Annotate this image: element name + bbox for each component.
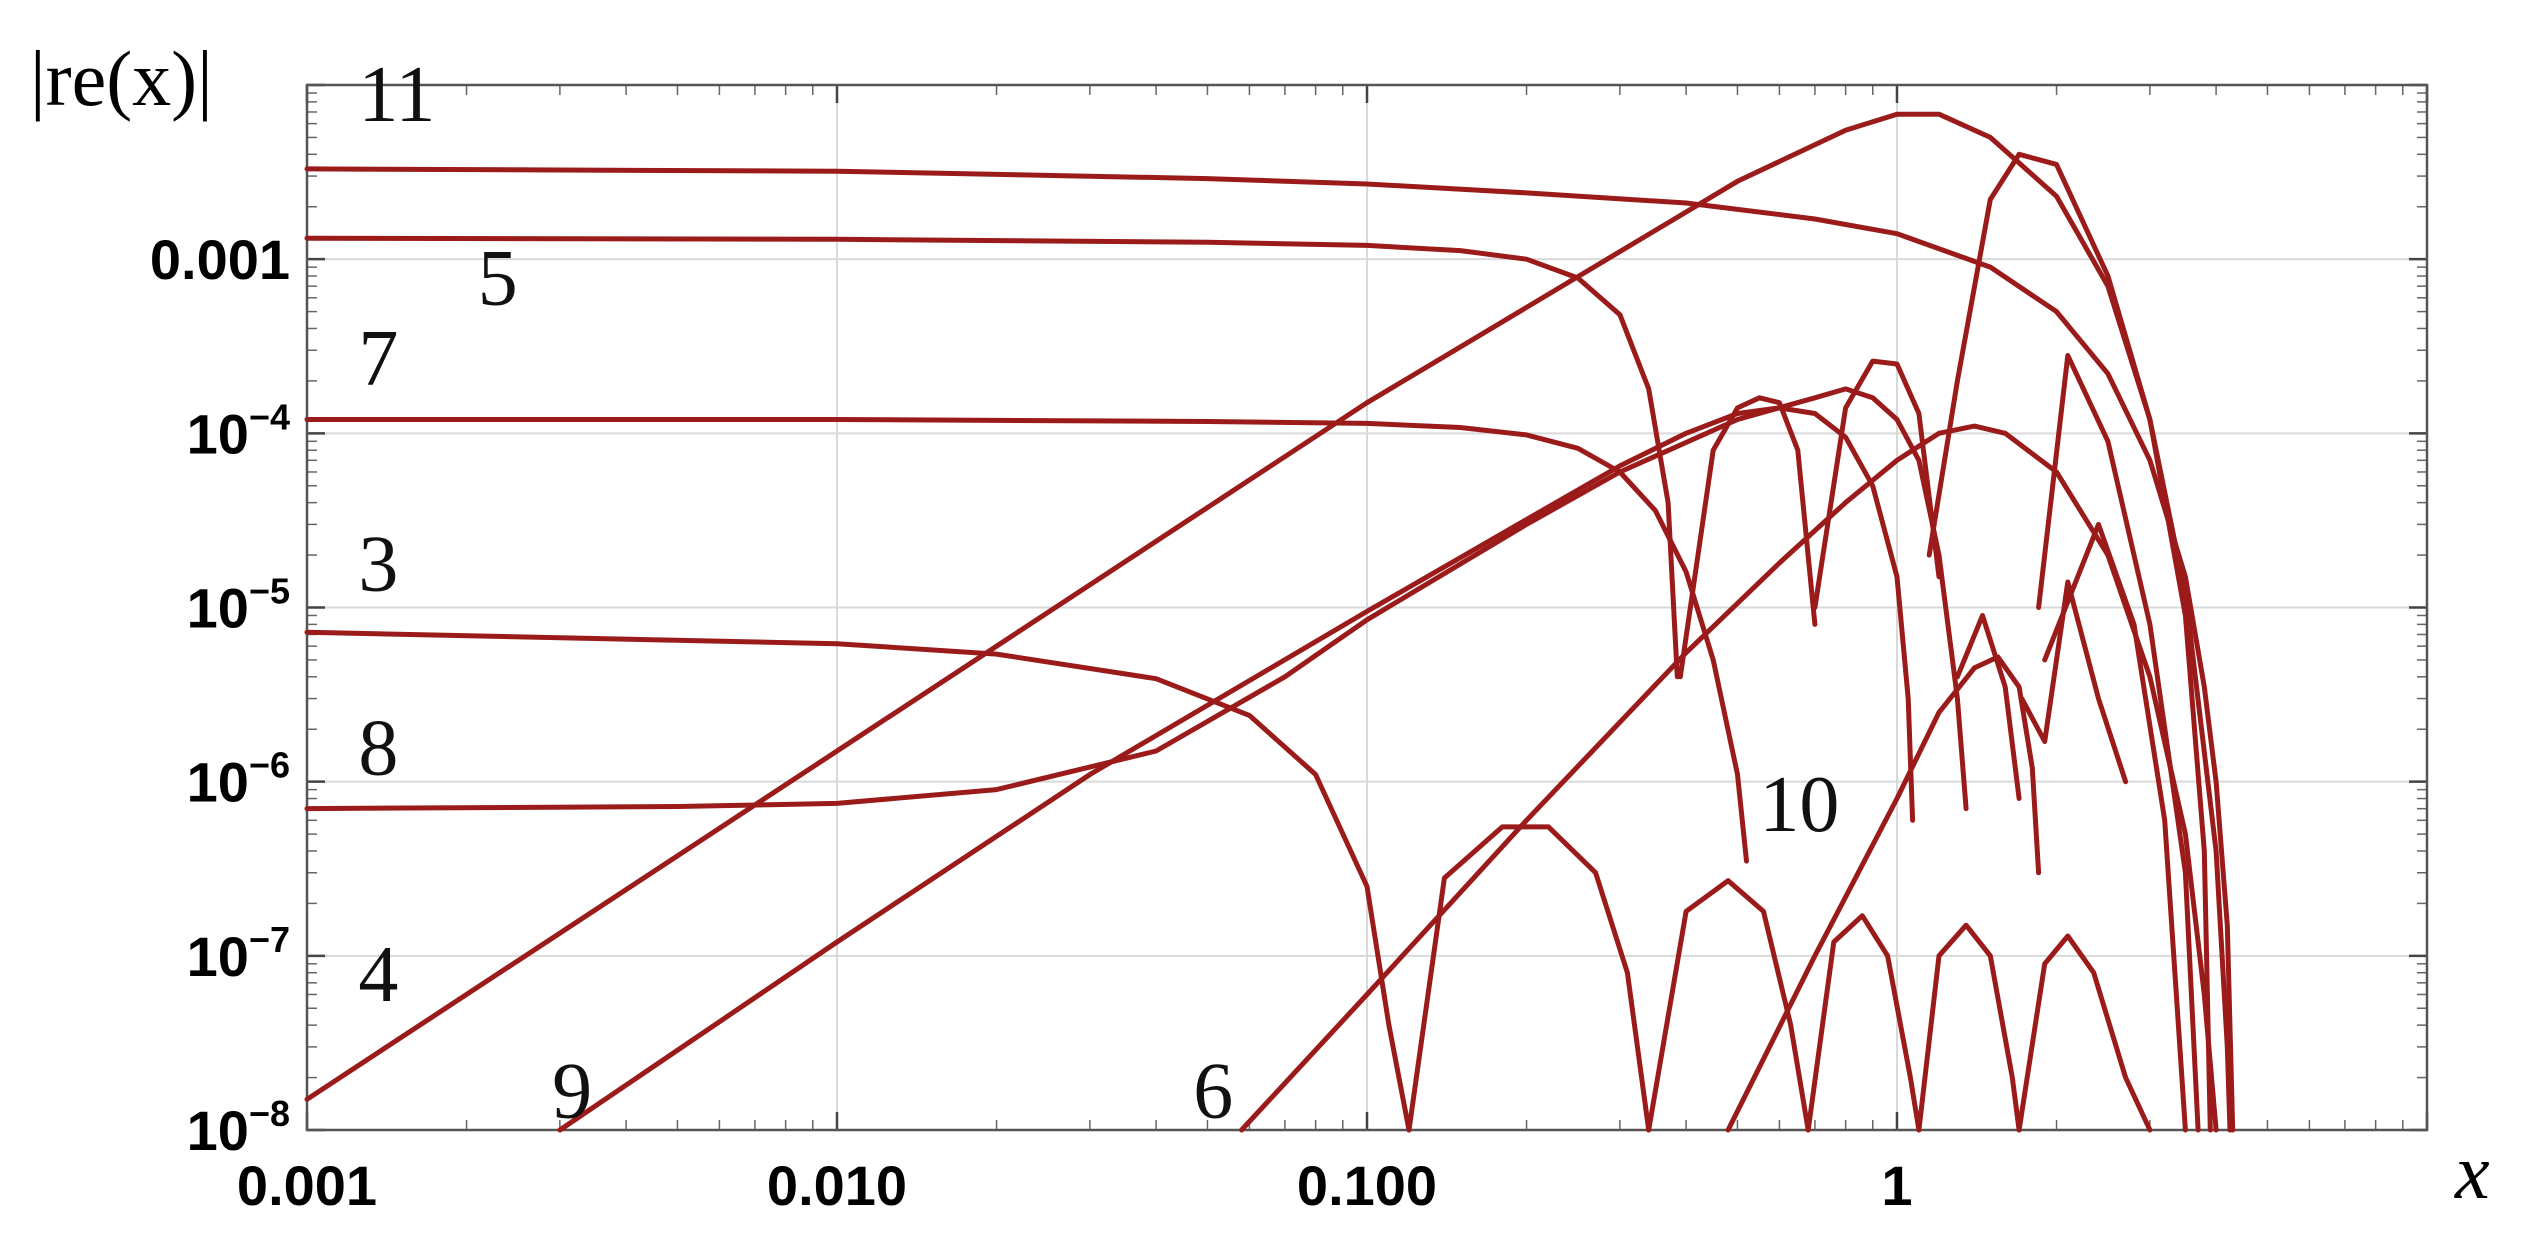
- x-tick-label: 1: [1881, 1154, 1912, 1217]
- curve-10: [1725, 654, 2042, 1133]
- y-tick-label: 10−7: [187, 919, 290, 988]
- x-tick-label: 0.001: [237, 1154, 377, 1217]
- curve-lobes-e: [2036, 353, 2201, 1133]
- curve-8: [304, 386, 1969, 812]
- grid-lines: [307, 85, 2427, 1130]
- curve-label-7: 7: [358, 315, 398, 403]
- curve-lobes-a: [1812, 358, 1942, 610]
- y-tick-base: 0.001: [150, 228, 290, 291]
- y-tick-exponent: −5: [249, 571, 290, 612]
- curve-lobes-f: [2042, 521, 2188, 1133]
- curve-lobes-c: [1954, 613, 2022, 801]
- curve-5: [304, 235, 1680, 680]
- curve-label-8: 8: [358, 704, 398, 792]
- curve-arches-4: [2016, 933, 2153, 1133]
- curve-9: [557, 405, 1916, 1133]
- y-tick-base: 10: [187, 1099, 249, 1162]
- x-axis-title: x: [2454, 1128, 2490, 1215]
- curve-arches-3: [1916, 922, 2022, 1133]
- curves: [304, 111, 2236, 1133]
- curve-lobes-d: [2019, 579, 2129, 785]
- y-tick-base: 10: [187, 925, 249, 988]
- curve-lobes-b: [1926, 151, 2213, 1133]
- curve-label-3: 3: [358, 521, 398, 609]
- curve-labels: 11 57 3 8 4 9 6 10: [358, 51, 1839, 1135]
- y-tick-exponent: −6: [249, 745, 290, 786]
- curve-3: [304, 629, 1412, 1133]
- y-tick-label: 0.001: [150, 228, 290, 291]
- y-tick-label: 10−5: [187, 571, 290, 640]
- x-tick-labels: 0.001 0.010 0.100 1: [237, 1154, 1913, 1217]
- curve-label-9: 9: [552, 1047, 592, 1135]
- curve-11: [304, 166, 2236, 1133]
- y-tick-exponent: −8: [249, 1093, 290, 1134]
- y-tick-exponent: −7: [249, 919, 290, 960]
- curve-arches-2: [1805, 913, 1922, 1133]
- curve-arches-1: [1646, 878, 1811, 1133]
- plot-frame: [305, 83, 2429, 1132]
- y-tick-base: 10: [187, 751, 249, 814]
- y-tick-base: 10: [187, 402, 249, 465]
- curve-label-10: 10: [1759, 761, 1839, 849]
- y-tick-label: 10−8: [187, 1093, 290, 1162]
- curve-4: [304, 111, 2233, 1133]
- x-tick-label: 0.010: [767, 1154, 907, 1217]
- y-axis-title: |re(x)|: [30, 35, 213, 122]
- curve-arches-top: [1406, 824, 1652, 1133]
- y-tick-label: 10−4: [187, 396, 290, 465]
- curve-lobes-mid: [1677, 395, 1818, 680]
- curve-label-5: 5: [478, 234, 518, 322]
- y-tick-base: 10: [187, 577, 249, 640]
- y-tick-label: 10−6: [187, 745, 290, 814]
- curve-7: [304, 417, 1749, 864]
- curve-label-6: 6: [1193, 1047, 1233, 1135]
- curve-label-4: 4: [358, 931, 398, 1019]
- x-tick-label: 0.100: [1297, 1154, 1437, 1217]
- curve-label-11: 11: [358, 51, 435, 139]
- y-tick-exponent: −4: [249, 396, 290, 437]
